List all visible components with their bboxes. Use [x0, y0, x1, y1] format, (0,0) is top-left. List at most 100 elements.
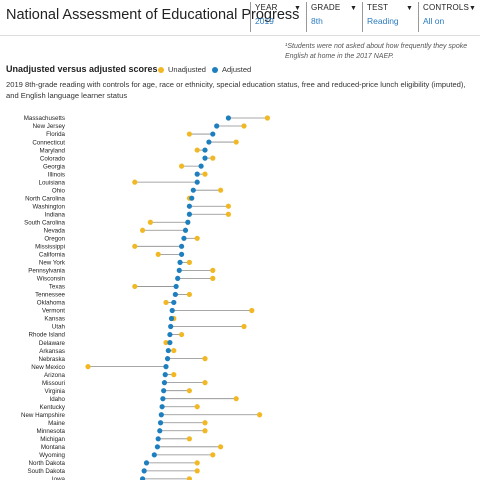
adjusted-point — [185, 219, 191, 225]
adjusted-point — [155, 436, 161, 442]
state-label: Illinois — [48, 171, 65, 178]
adjusted-point — [159, 404, 165, 410]
unadjusted-point — [140, 227, 146, 233]
state-label: New Mexico — [31, 364, 65, 371]
adjusted-point — [190, 187, 196, 193]
unadjusted-point — [210, 155, 216, 161]
unadjusted-point — [241, 323, 247, 330]
unadjusted-point — [194, 468, 200, 474]
controls-label: CONTROLS — [423, 3, 470, 12]
unadjusted-point — [241, 123, 247, 129]
test-value: Reading — [367, 16, 399, 26]
unadjusted-point — [202, 171, 208, 177]
state-label: New Hampshire — [21, 412, 66, 419]
unadjusted-point — [210, 275, 216, 281]
state-label: Wyoming — [39, 452, 65, 459]
adjusted-point — [186, 211, 192, 217]
unadjusted-point — [210, 452, 216, 458]
adjusted-point — [161, 388, 167, 394]
unadjusted-point — [171, 372, 177, 378]
adjusted-point — [169, 307, 175, 314]
unadjusted-point — [147, 219, 153, 225]
adjusted-point — [194, 171, 200, 177]
state-label: Kentucky — [40, 404, 66, 411]
year-dropdown[interactable]: YEAR 2019 ▼ — [250, 2, 304, 32]
controls-dropdown[interactable]: CONTROLS All on ▼ — [418, 2, 478, 32]
unadjusted-point — [194, 235, 200, 241]
state-label: Pennsylvania — [28, 268, 65, 275]
adjusted-point — [167, 331, 173, 338]
unadjusted-point — [210, 267, 216, 273]
grade-dropdown[interactable]: GRADE 8th ▼ — [306, 2, 360, 32]
footnote: ¹Students were not asked about how frequ… — [285, 43, 468, 60]
adjusted-point — [158, 412, 164, 418]
legend-item-unadjusted: Unadjusted — [158, 65, 206, 74]
header-divider — [0, 35, 480, 36]
adjusted-point — [179, 251, 185, 257]
adjusted-point — [160, 396, 166, 402]
state-label: South Carolina — [24, 219, 65, 226]
unadjusted-point — [132, 283, 138, 290]
adjusted-point — [140, 476, 146, 480]
header: National Assessment of Educational Progr… — [0, 0, 480, 34]
unadjusted-point — [225, 211, 231, 217]
grade-label: GRADE — [311, 3, 341, 12]
unadjusted-point — [233, 139, 239, 145]
state-label: Texas — [49, 284, 65, 291]
state-label: Idaho — [50, 396, 66, 403]
state-label: North Carolina — [25, 195, 65, 202]
unadjusted-point — [194, 404, 200, 410]
state-label: Arkansas — [39, 348, 65, 355]
adjusted-point — [157, 428, 163, 434]
adjusted-point — [179, 243, 185, 249]
state-label: New Jersey — [33, 123, 66, 130]
state-label: Minnesota — [36, 428, 65, 435]
adjusted-point — [214, 123, 220, 129]
state-label: Kansas — [44, 316, 65, 323]
state-label: Maryland — [40, 147, 66, 154]
state-label: Tennessee — [35, 292, 65, 299]
state-label: Washington — [33, 203, 66, 210]
unadjusted-point — [171, 347, 177, 354]
adjusted-point — [167, 339, 173, 346]
state-label: Wisconsin — [37, 276, 66, 283]
state-label: Iowa — [52, 476, 66, 480]
state-label: Nevada — [44, 227, 66, 234]
state-label: Michigan — [40, 436, 65, 443]
adjusted-point — [181, 235, 187, 241]
adjusted-point — [154, 444, 161, 450]
adjusted-point — [206, 139, 212, 145]
legend-item-adjusted: Adjusted — [212, 65, 251, 74]
state-label: Maine — [48, 420, 65, 427]
adjusted-point — [194, 179, 200, 185]
adjusted-point — [172, 291, 178, 298]
unadjusted-point — [186, 388, 192, 394]
chevron-down-icon: ▼ — [469, 5, 476, 12]
state-label: Virginia — [44, 388, 65, 395]
state-label: Rhode Island — [29, 332, 66, 339]
state-label: Nebraska — [39, 356, 66, 363]
unadjusted-point — [218, 444, 224, 450]
adjusted-point — [225, 115, 231, 121]
unadjusted-point — [225, 203, 231, 209]
year-value: 2019 — [255, 16, 274, 26]
state-label: North Dakota — [29, 460, 66, 467]
adjusted-point — [168, 315, 175, 322]
adjusted-point — [173, 283, 179, 290]
adjusted-point — [161, 380, 168, 386]
test-dropdown[interactable]: TEST Reading ▼ — [362, 2, 416, 32]
chevron-down-icon: ▼ — [406, 5, 413, 12]
adjusted-point — [171, 299, 177, 306]
state-label: Vermont — [42, 308, 65, 315]
unadjusted-point — [179, 163, 185, 169]
unadjusted-legend-swatch — [158, 67, 164, 74]
unadjusted-point — [202, 420, 208, 426]
state-label: Arizona — [44, 372, 66, 379]
unadjusted-point — [186, 291, 192, 298]
grade-value: 8th — [311, 16, 323, 26]
unadjusted-point — [194, 147, 200, 153]
unadjusted-point — [218, 187, 224, 193]
adjusted-point — [182, 227, 189, 233]
unadjusted-point — [186, 476, 192, 480]
adjusted-point — [143, 460, 150, 466]
